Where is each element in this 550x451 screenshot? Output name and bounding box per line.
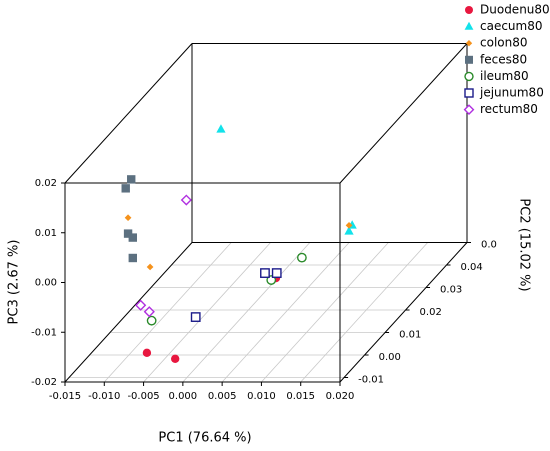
point (127, 175, 136, 184)
point (260, 268, 270, 278)
point (345, 221, 353, 229)
y-tick-label: 0.0 (481, 240, 497, 251)
legend-marker (464, 71, 474, 82)
legend-label: jejunum80 (479, 86, 544, 100)
point (135, 299, 147, 311)
box-edge (339, 242, 468, 383)
x-tick-label: -0.010 (88, 391, 120, 402)
point (124, 214, 132, 222)
legend-label: caecum80 (480, 19, 543, 33)
grid-line (300, 242, 429, 383)
z-axis-title: PC3 (2.67 %) (7, 240, 22, 325)
legend-marker (465, 40, 473, 47)
x-tick-label: -0.015 (49, 391, 81, 402)
legend-marker (463, 104, 475, 115)
point (344, 226, 354, 235)
y-tick-label: 0.03 (440, 285, 462, 296)
z-tick-label: 0.02 (35, 178, 57, 189)
point (143, 306, 155, 318)
grid-line (261, 242, 389, 383)
box-edge (64, 242, 193, 383)
grid-line (221, 242, 350, 383)
point (271, 268, 282, 278)
legend-label: rectum80 (480, 102, 538, 116)
grid-line (103, 242, 232, 383)
point (296, 252, 307, 263)
y-axis-title: PC2 (15.02 %) (517, 198, 532, 291)
x-tick-label: 0.005 (208, 391, 237, 402)
point (128, 253, 137, 263)
y-tick-label: -0.01 (358, 375, 384, 386)
legend-marker (464, 21, 474, 30)
y-tick-label: 0.04 (461, 262, 483, 273)
legend-label: feces80 (480, 52, 527, 66)
y-tick-label: 0.01 (399, 330, 421, 341)
box-edge (339, 43, 468, 184)
grid-line (143, 242, 271, 383)
point (216, 124, 226, 133)
y-tick-label: 0.00 (379, 352, 401, 363)
legend-marker (465, 6, 473, 14)
grid-line (182, 242, 311, 383)
point (170, 354, 180, 363)
y-tick-label: 0.02 (420, 307, 442, 318)
legend-label: Duodenu80 (480, 3, 550, 17)
point (123, 229, 133, 238)
z-tick-label: -0.01 (31, 327, 57, 338)
z-tick-label: 0.01 (35, 228, 57, 239)
point (190, 312, 201, 322)
z-tick-label: -0.02 (31, 377, 57, 388)
x-tick-label: 0.010 (247, 391, 276, 402)
z-tick-label: 0.00 (35, 278, 57, 289)
x-tick-label: -0.005 (127, 391, 159, 402)
point (128, 233, 137, 242)
x-tick-label: 0.000 (169, 391, 198, 402)
point (146, 263, 154, 271)
point (142, 348, 152, 358)
x-axis-title: PC1 (76.64 %) (158, 431, 251, 446)
box-edge (64, 43, 193, 184)
legend-marker (464, 88, 474, 98)
legend-label: ileum80 (480, 69, 529, 83)
legend-marker (465, 55, 473, 64)
x-tick-label: 0.020 (326, 391, 355, 402)
point (121, 184, 130, 193)
point (146, 315, 157, 326)
x-tick-label: 0.015 (286, 391, 315, 402)
point (180, 194, 192, 206)
legend-label: colon80 (480, 36, 528, 50)
